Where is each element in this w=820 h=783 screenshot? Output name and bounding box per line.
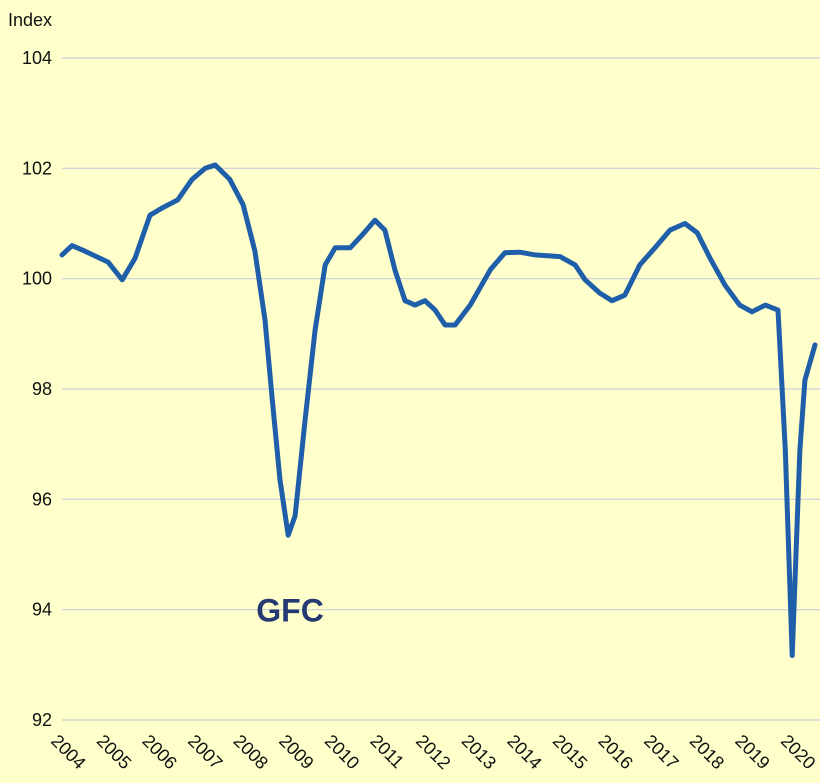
y-tick-label: 94: [32, 600, 52, 620]
y-tick-label: 96: [32, 489, 52, 509]
annotation: GFC: [256, 593, 324, 629]
data-line: [59, 162, 818, 658]
y-tick-label: 102: [22, 158, 52, 178]
y-tick-label: 100: [22, 269, 52, 289]
y-axis-label: Index: [8, 10, 52, 30]
y-tick-label: 92: [32, 710, 52, 730]
y-tick-label: 98: [32, 379, 52, 399]
y-tick-label: 104: [22, 48, 52, 68]
